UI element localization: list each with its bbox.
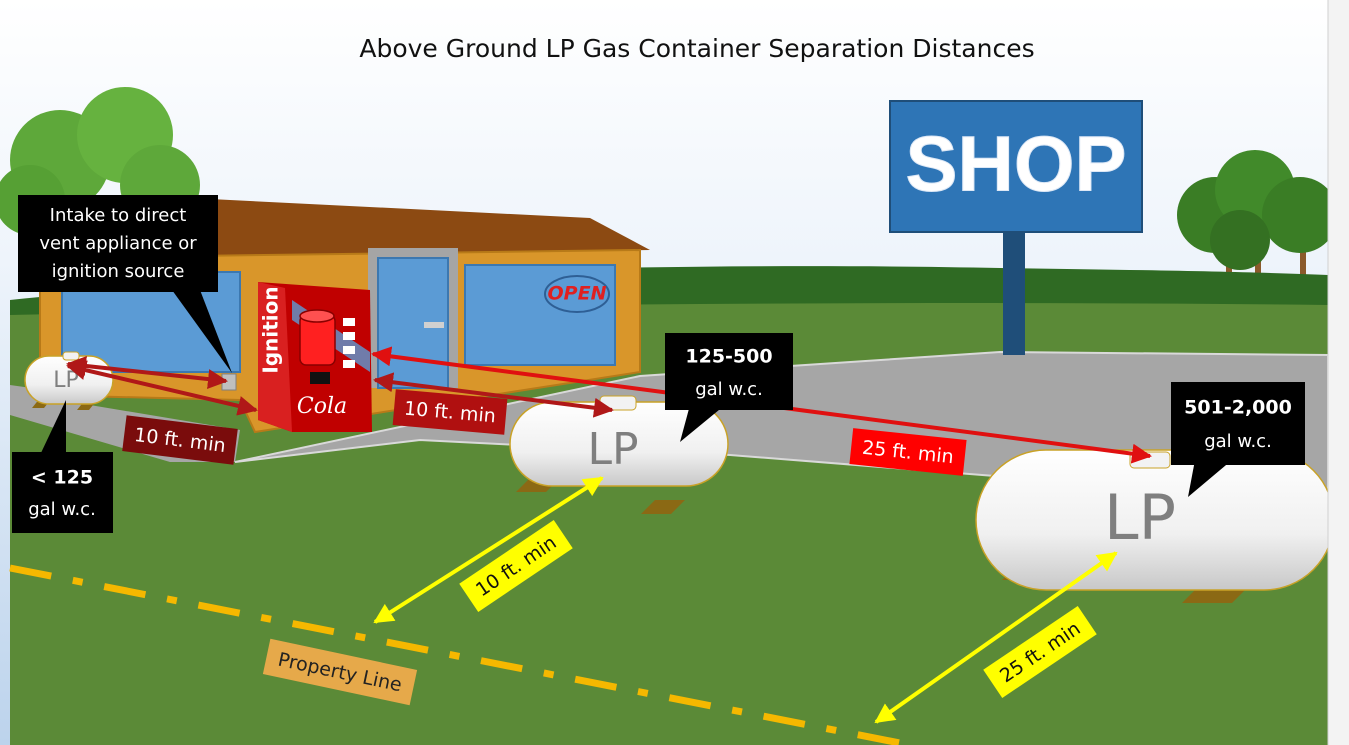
tank-part — [63, 352, 79, 360]
callout-part — [12, 452, 113, 533]
shop-sign-part — [1003, 230, 1025, 355]
tree-part — [1210, 210, 1270, 270]
machine-brand: Cola — [297, 394, 347, 419]
title: Above Ground LP Gas Container Separation… — [359, 34, 1034, 63]
open-sign: OPEN — [548, 283, 607, 305]
page: SHOP OPEN Ignition Cola LP — [0, 0, 1349, 745]
tank-label: LP — [53, 368, 79, 393]
callout-part — [1171, 382, 1305, 465]
tree-part — [1262, 177, 1338, 253]
sign-text: SHOP — [905, 120, 1126, 208]
vending-machine-part — [343, 332, 355, 340]
callout-text: gal w.c. — [1204, 431, 1272, 452]
vending-machine-part — [343, 318, 355, 326]
callout-text: gal w.c. — [695, 379, 763, 400]
tank: LP — [25, 352, 113, 410]
callout-text: vent appliance or — [39, 233, 197, 254]
callout-text: 501-2,000 — [1184, 397, 1292, 419]
vending-machine-part — [343, 346, 355, 354]
tank: LP — [976, 450, 1334, 603]
callout-text: ignition source — [52, 261, 185, 282]
tank-label: LP — [587, 424, 638, 475]
building-part — [424, 322, 444, 328]
vending-machine-part — [300, 310, 334, 322]
scroll-strip — [1328, 0, 1349, 745]
vending-machine-part — [310, 372, 330, 384]
callout-text: < 125 — [31, 467, 93, 489]
callout-text: 125-500 — [685, 346, 772, 368]
tank-label: LP — [1104, 481, 1176, 554]
vending-machine-part — [343, 360, 355, 368]
callout-text: Intake to direct — [50, 205, 187, 226]
diagram: SHOP OPEN Ignition Cola LP — [0, 0, 1349, 745]
callout-text: gal w.c. — [28, 499, 96, 520]
machine-label: Ignition — [259, 286, 283, 373]
